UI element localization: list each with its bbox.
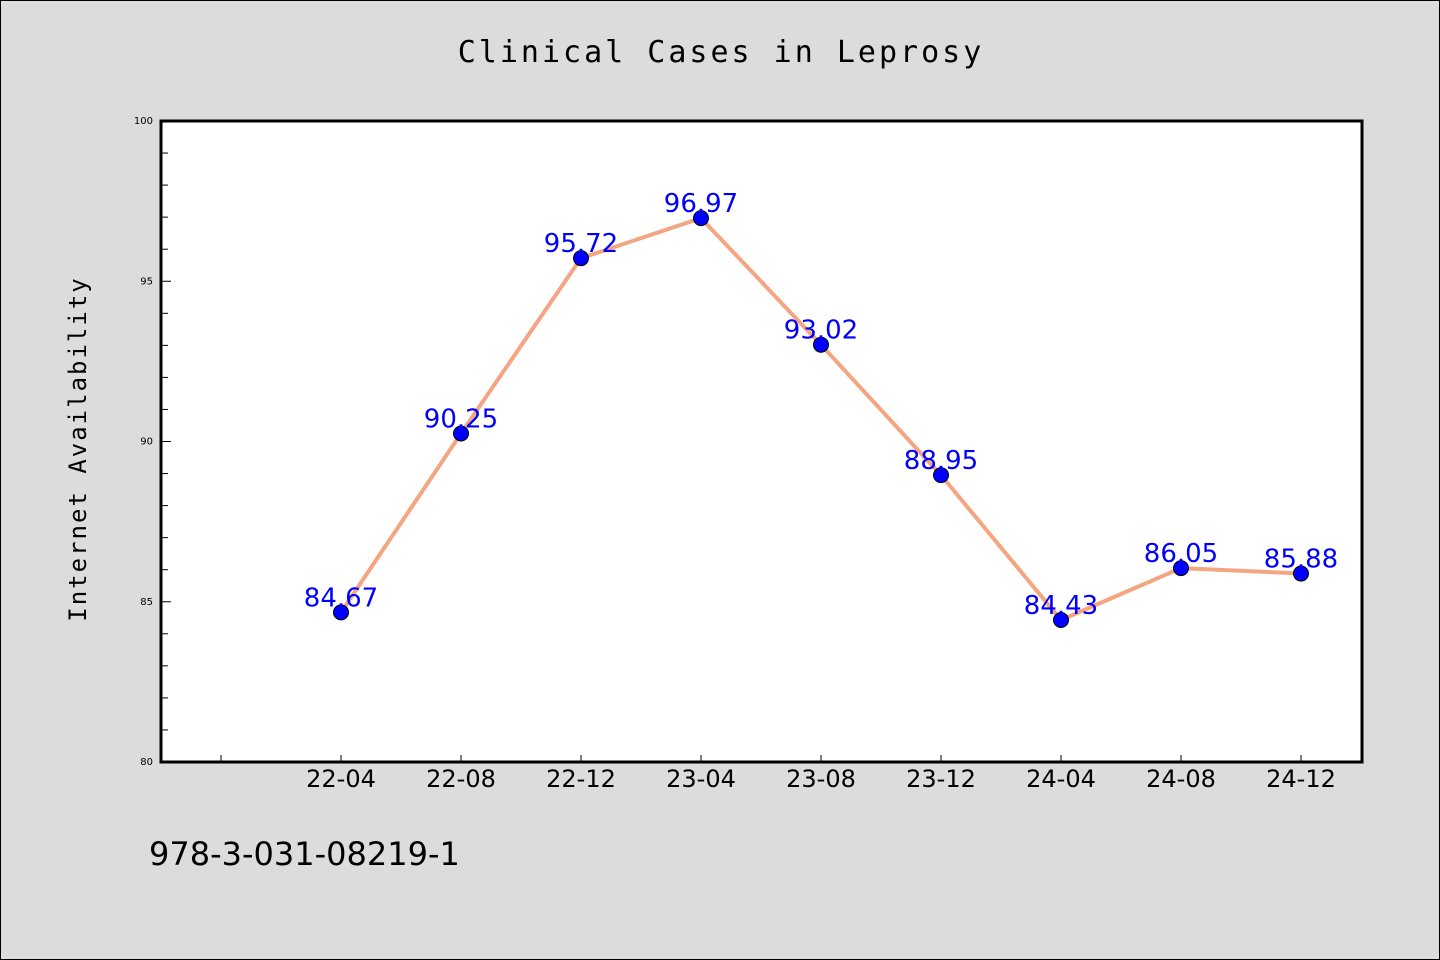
data-label: 88.95 (904, 446, 978, 476)
data-point (453, 425, 469, 442)
data-label: 86.05 (1144, 539, 1218, 569)
x-tick-label: 22-04 (306, 765, 376, 793)
chart-title: Clinical Cases in Leprosy (457, 35, 985, 70)
y-axis-ticks: 80 85 90 95 100 (134, 116, 171, 768)
data-point (693, 210, 709, 227)
footer-code: 978-3-031-08219-1 (149, 835, 460, 873)
y-tick-label: 100 (134, 116, 153, 127)
x-tick-label: 23-08 (786, 765, 856, 793)
data-label: 95.72 (544, 229, 618, 259)
data-point (333, 604, 349, 621)
x-axis-ticks: 22-04 22-08 22-12 23-04 23-08 23-12 24-04 24-08… (220, 755, 1336, 793)
x-tick-label: 24-08 (1146, 765, 1216, 793)
data-point (1293, 565, 1309, 582)
data-label: 84.43 (1024, 591, 1098, 621)
x-tick-label: 23-12 (906, 765, 976, 793)
y-tick-label: 80 (140, 757, 153, 768)
data-label: 93.02 (784, 316, 858, 346)
data-point (933, 467, 949, 484)
data-points (333, 210, 1309, 629)
data-label: 90.25 (424, 404, 498, 434)
y-tick-label: 95 (140, 276, 153, 287)
data-point (813, 336, 829, 353)
y-tick-label: 90 (140, 437, 153, 448)
x-tick-label: 22-12 (546, 765, 616, 793)
y-tick-label: 85 (140, 597, 153, 608)
data-label: 96.97 (664, 189, 738, 219)
y-axis-label: Internet Availability (64, 276, 92, 621)
x-tick-label: 24-04 (1026, 765, 1096, 793)
plot-area (159, 119, 1364, 764)
data-label: 85.88 (1264, 545, 1338, 575)
x-tick-label: 24-12 (1266, 765, 1336, 793)
data-labels: 84.67 90.25 95.72 96.97 93.02 88.95 84.43 86.05… (304, 189, 1338, 621)
data-point (573, 250, 589, 267)
x-tick-label: 22-08 (426, 765, 496, 793)
data-point (1173, 560, 1189, 577)
data-point (1053, 612, 1069, 629)
x-tick-label: 23-04 (666, 765, 736, 793)
data-label: 84.67 (304, 583, 378, 613)
